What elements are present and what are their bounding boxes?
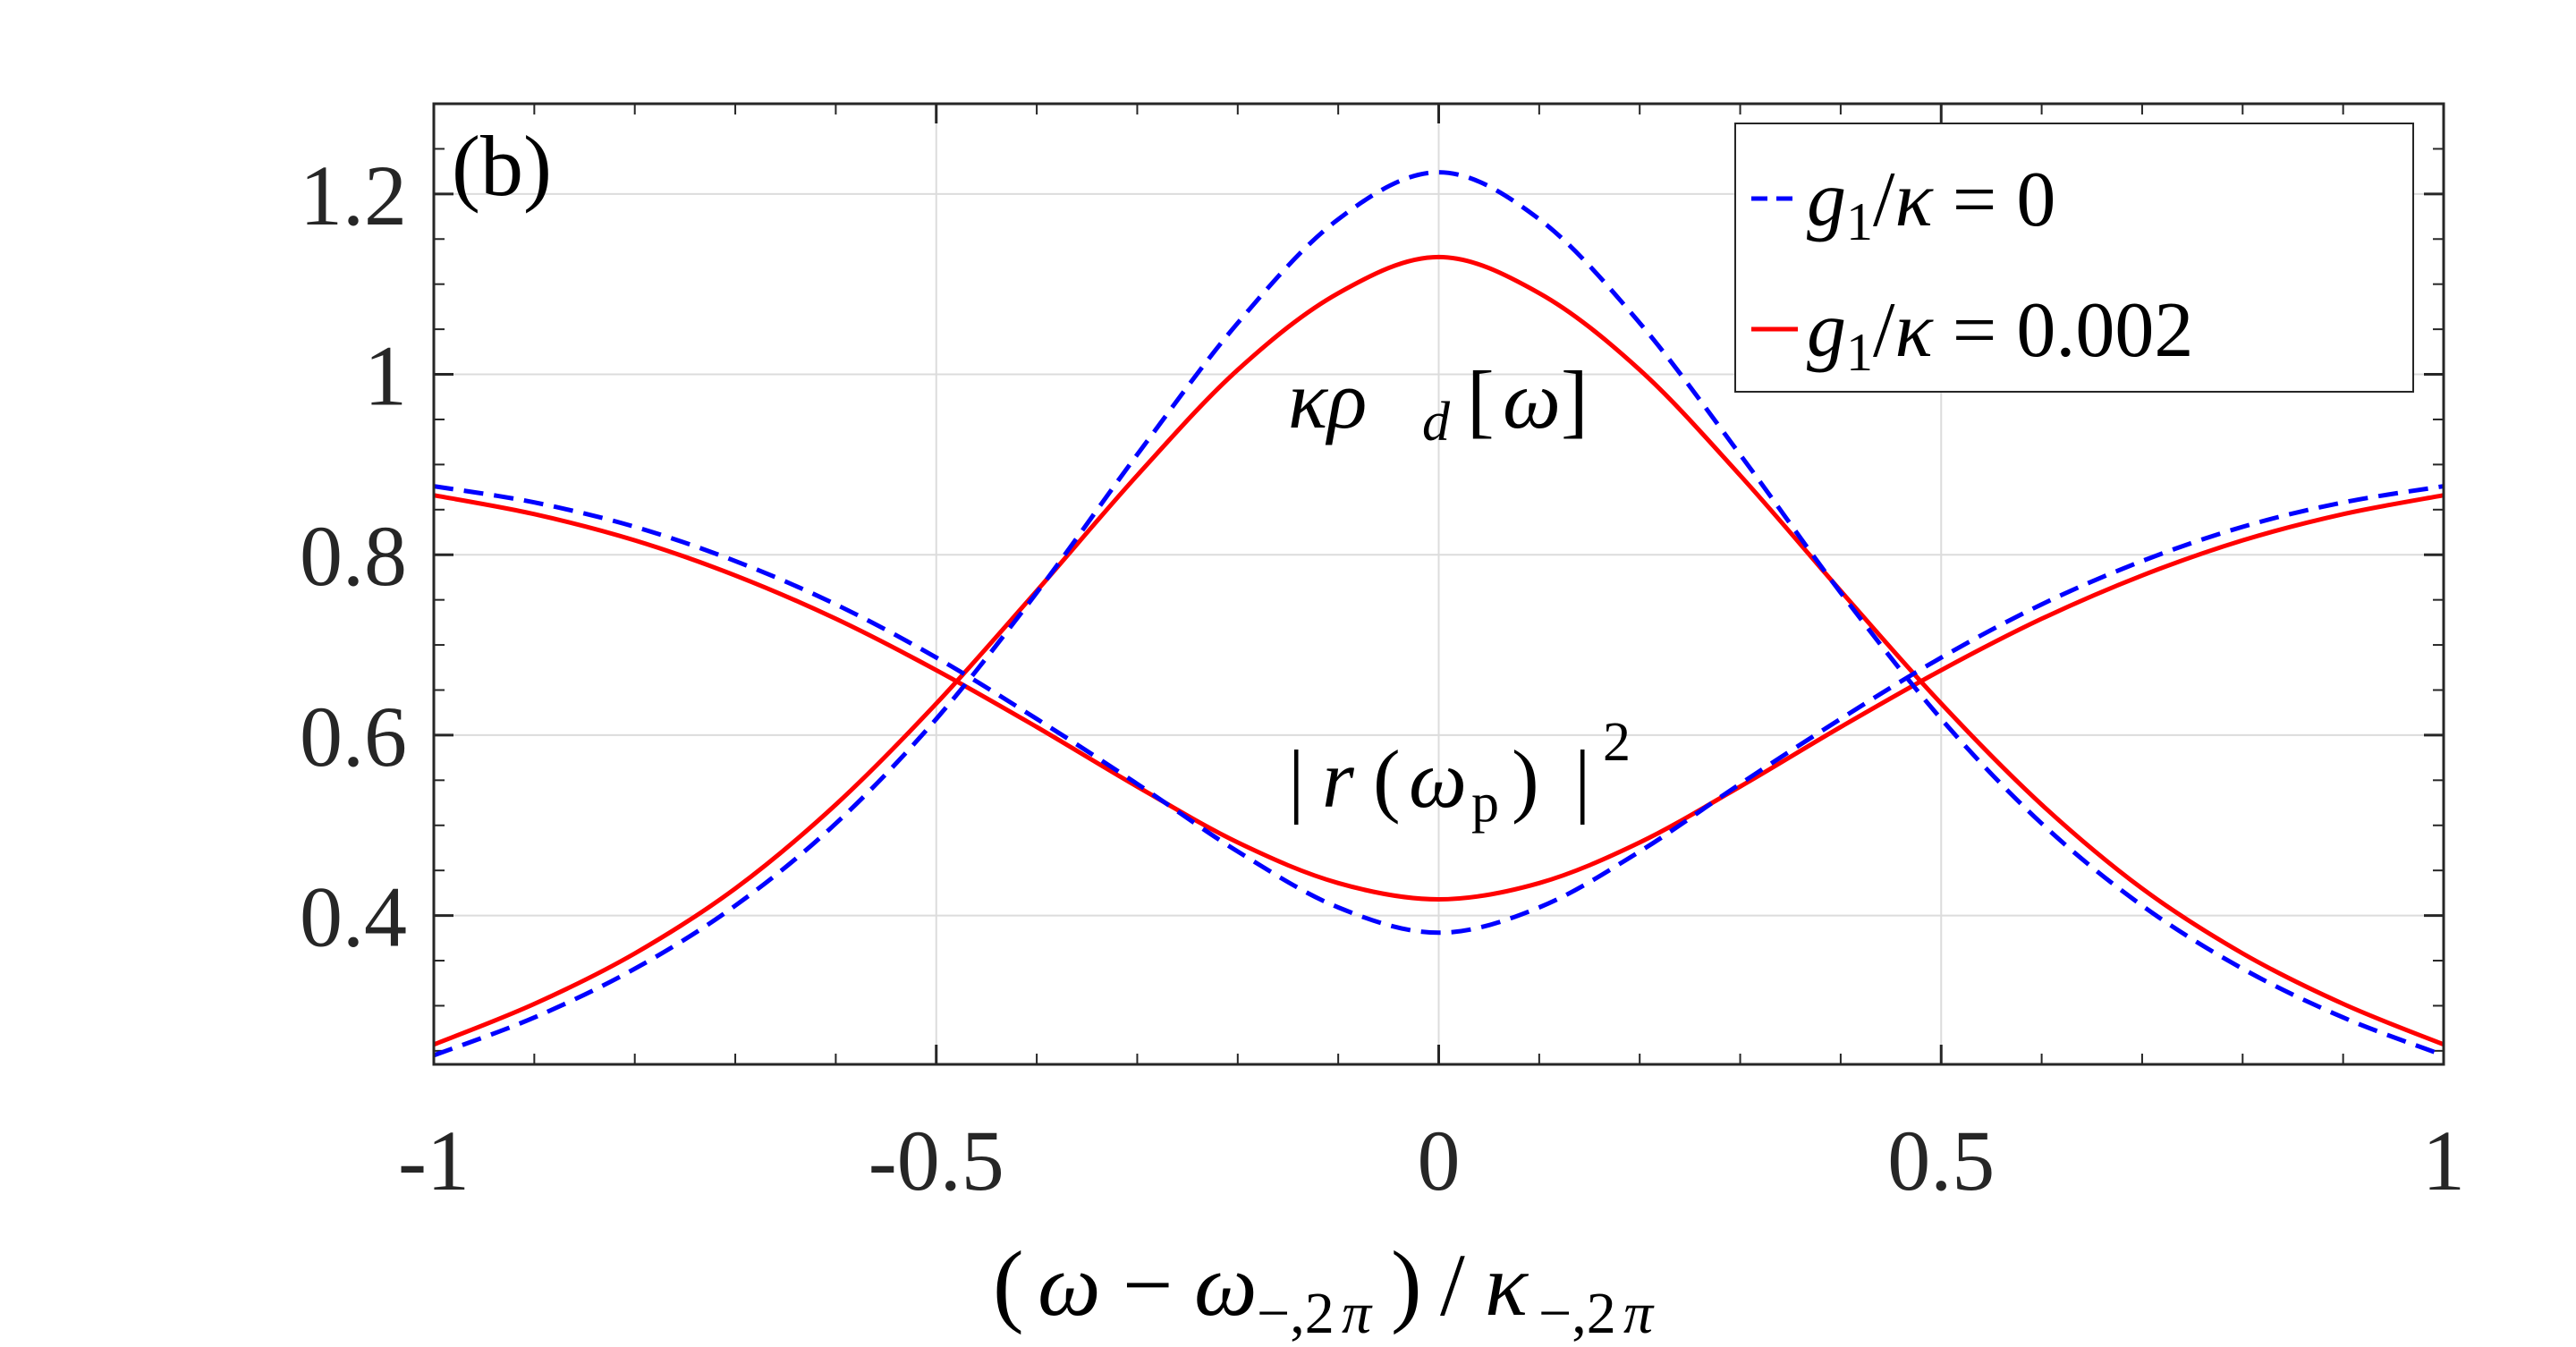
svg-text:κ: κ bbox=[1485, 1235, 1530, 1334]
svg-text:ω: ω bbox=[1503, 354, 1561, 445]
annotation-reflectance: | r ( ω p ) | 2 bbox=[1288, 712, 1631, 834]
legend-box bbox=[1734, 123, 2414, 393]
svg-text:ω: ω bbox=[1409, 733, 1467, 825]
series-line-g1-0-002-rho bbox=[433, 254, 2445, 1047]
svg-text:[: [ bbox=[1467, 354, 1495, 445]
annotation-rho: κρ d [ ω ] bbox=[1288, 354, 1589, 453]
svg-text:(: ( bbox=[993, 1233, 1024, 1335]
svg-text:(: ( bbox=[1373, 733, 1401, 825]
y-tick-label: 1.2 bbox=[300, 148, 407, 243]
y-tick-label: 0.8 bbox=[300, 508, 407, 604]
x-tick-label: 0 bbox=[1418, 1113, 1461, 1208]
svg-text:ω: ω bbox=[1038, 1235, 1101, 1334]
svg-text:): ) bbox=[1512, 733, 1539, 825]
svg-text:/: / bbox=[1440, 1235, 1465, 1334]
svg-text:−: − bbox=[1123, 1235, 1173, 1334]
y-tick-labels: 0.4 0.6 0.8 1 1.2 bbox=[300, 148, 407, 965]
y-tick-label: 0.4 bbox=[300, 869, 407, 965]
legend-label-red: g1/κ = 0.002 bbox=[1807, 287, 2193, 382]
svg-text:r: r bbox=[1322, 733, 1355, 825]
svg-text:π: π bbox=[1623, 1281, 1655, 1346]
series-line-g1-0-rho bbox=[433, 170, 2445, 1058]
y-tick-label: 0.6 bbox=[300, 689, 407, 784]
svg-text:ω: ω bbox=[1194, 1235, 1258, 1334]
plot-frame bbox=[432, 102, 2445, 1066]
svg-text:|: | bbox=[1288, 733, 1304, 825]
svg-text:−,2: −,2 bbox=[1538, 1281, 1616, 1346]
x-tick-label: -0.5 bbox=[869, 1113, 1004, 1208]
svg-text:−,2: −,2 bbox=[1257, 1281, 1335, 1346]
legend-label-blue: g1/κ = 0 bbox=[1807, 157, 2055, 251]
data-curves bbox=[433, 170, 2445, 1058]
x-tick-label: -1 bbox=[398, 1113, 470, 1208]
series-line-g1-0-002-reflectance bbox=[433, 493, 2445, 902]
svg-text:]: ] bbox=[1561, 354, 1589, 445]
svg-text:d: d bbox=[1422, 392, 1451, 453]
svg-text:2: 2 bbox=[1603, 712, 1631, 773]
legend: g1/κ = 0 g1/κ = 0.002 bbox=[1734, 123, 2414, 393]
panel-label: (b) bbox=[452, 118, 552, 214]
x-tick-label: 0.5 bbox=[1887, 1113, 1995, 1208]
x-tick-label: 1 bbox=[2422, 1113, 2465, 1208]
y-tick-label: 1 bbox=[364, 328, 407, 424]
svg-text:p: p bbox=[1471, 773, 1499, 834]
x-tick-labels: -1 -0.5 0 0.5 1 bbox=[398, 1113, 2465, 1208]
svg-text:κρ: κρ bbox=[1288, 354, 1367, 445]
series-line-g1-0-reflectance bbox=[433, 484, 2445, 936]
svg-text:π: π bbox=[1342, 1281, 1373, 1346]
svg-text:): ) bbox=[1391, 1233, 1422, 1335]
svg-text:|: | bbox=[1574, 733, 1590, 825]
x-axis-label: ( ω − ω −,2 π ) / κ −,2 π bbox=[993, 1233, 1655, 1346]
